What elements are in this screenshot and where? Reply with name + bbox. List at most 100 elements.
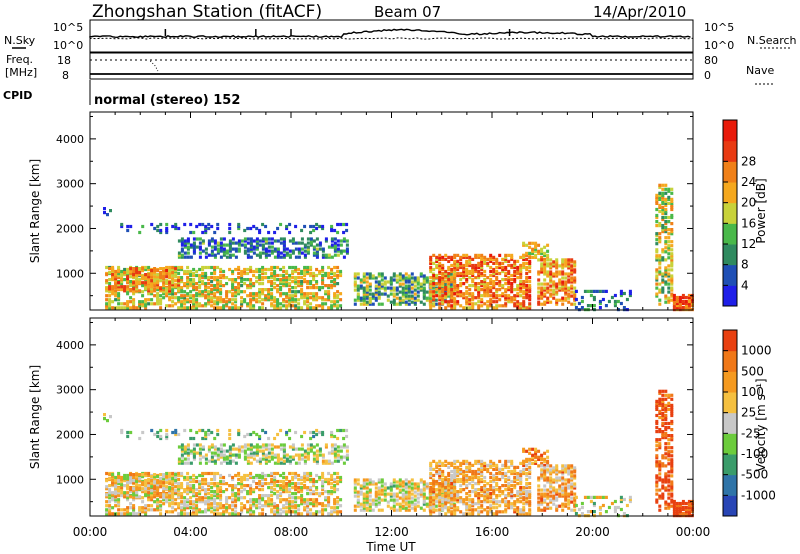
power-cell [285,304,289,308]
velocity-cell [422,484,426,488]
velocity-cell [141,487,145,491]
power-cell [186,278,190,282]
power-cell [309,280,313,284]
velocity-cell [282,475,286,480]
power-cell [315,251,319,255]
power-cell [522,282,526,286]
velocity-cell [477,471,481,476]
power-cell [312,247,316,251]
power-cell [462,306,466,310]
velocity-cell [447,477,451,482]
velocity-cell [477,502,481,506]
power-cell [504,304,508,308]
velocity-cell [312,498,316,502]
velocity-cell [471,490,475,494]
velocity-cell [498,488,502,492]
power-cell [132,304,136,308]
velocity-cell [114,489,118,493]
power-cell [459,304,463,308]
velocity-cell [246,459,250,463]
velocity-cell [120,479,124,484]
power-cell [670,230,674,234]
power-cell [552,262,556,266]
power-cell [655,282,659,286]
velocity-cell [186,477,190,482]
velocity-cell [507,469,511,474]
velocity-cell [471,508,475,512]
power-cell [198,294,202,298]
velocity-cell [480,469,484,474]
power-cell [661,290,665,294]
power-cell [264,241,268,245]
power-cell [537,278,541,282]
power-cell [141,281,145,285]
velocity-cell [168,495,172,499]
velocity-cell [189,486,193,490]
power-cell [429,282,433,286]
power-cell [507,288,511,292]
velocity-cell [144,512,148,516]
velocity-cell [492,479,496,484]
velocity-cell [429,467,433,471]
power-cell [303,224,307,229]
power-cell [450,267,454,272]
power-cell [261,278,265,282]
power-cell [522,261,526,265]
velocity-cell [294,506,298,510]
power-cell [534,247,538,251]
power-cell [495,282,499,286]
velocity-cell [422,486,426,490]
power-cell [204,247,208,251]
power-cell [510,284,514,288]
velocity-cell [261,443,265,447]
velocity-cell [389,482,393,486]
velocity-cell [474,473,478,478]
velocity-cell [276,453,280,457]
velocity-cell [306,492,310,496]
velocity-cell [447,488,451,492]
velocity-cell [468,477,472,482]
power-cell [288,255,292,259]
velocity-cell [456,459,460,463]
velocity-cell [261,475,265,480]
velocity-cell [207,496,211,500]
velocity-cell [285,498,289,502]
power-cell [216,265,220,270]
velocity-cell [192,508,196,512]
velocity-cell [297,473,301,478]
power-cell [555,260,559,264]
velocity-cell [138,487,142,491]
power-cell [552,284,556,288]
power-cell [456,265,460,270]
velocity-cell [273,471,277,476]
velocity-cell [279,498,283,502]
velocity-cell [156,502,160,506]
velocity-cell [362,482,366,486]
power-cell [667,195,671,199]
power-cell [359,286,363,290]
velocity-cell [258,449,262,453]
velocity-cell [306,512,310,516]
power-cell [492,273,496,278]
power-cell [438,267,442,272]
power-cell [204,304,208,308]
power-cell [123,302,127,306]
power-cell [447,288,451,292]
velocity-cell [294,482,298,486]
power-cell [132,281,136,285]
velocity-cell [495,465,499,469]
power-cell [309,265,313,270]
velocity-cell [249,451,253,455]
velocity-cell [392,492,396,496]
power-cell [486,288,490,292]
power-cell [667,256,671,260]
power-cell [528,286,532,290]
power-cell [105,279,109,283]
power-cell [168,292,172,296]
velocity-cell [438,508,442,512]
power-cell [471,280,475,284]
power-cell [276,306,280,310]
velocity-cell [168,471,172,476]
velocity-cell [306,475,310,480]
power-cell [655,224,659,228]
